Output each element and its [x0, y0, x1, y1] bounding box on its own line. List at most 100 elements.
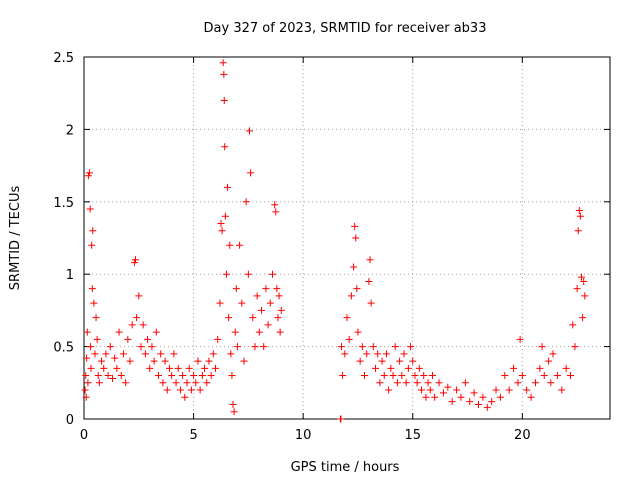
data-point	[225, 314, 233, 322]
data-point	[431, 393, 439, 401]
data-point	[81, 386, 89, 394]
data-point	[228, 372, 236, 380]
data-point	[350, 263, 358, 271]
data-point	[141, 350, 149, 358]
data-point	[415, 364, 423, 372]
data-point	[94, 372, 102, 380]
x-tick-label: 10	[295, 428, 312, 443]
y-tick-label: 0	[66, 413, 74, 428]
y-tick-label: 0.5	[53, 341, 74, 356]
data-point	[527, 393, 535, 401]
data-point	[86, 205, 94, 213]
data-point	[567, 372, 575, 380]
data-point	[341, 350, 349, 358]
y-tick-label: 2.5	[53, 51, 74, 66]
data-point	[196, 386, 204, 394]
data-point	[501, 372, 509, 380]
data-point	[479, 393, 487, 401]
data-point	[547, 379, 555, 387]
data-point	[510, 364, 518, 372]
data-point	[581, 292, 589, 300]
data-point	[488, 398, 496, 406]
y-tick-label: 1	[66, 268, 74, 283]
data-point	[221, 143, 229, 151]
data-point	[492, 386, 500, 394]
data-point	[276, 328, 284, 336]
data-point	[87, 364, 95, 372]
data-point	[391, 343, 399, 351]
data-point	[579, 314, 587, 322]
data-point	[216, 299, 224, 307]
x-tick-label: 20	[514, 428, 531, 443]
data-point	[266, 299, 274, 307]
data-point	[226, 241, 234, 249]
data-point	[404, 364, 412, 372]
data-point	[396, 357, 404, 365]
data-point	[251, 343, 259, 351]
data-point	[174, 364, 182, 372]
data-point	[93, 335, 101, 343]
data-point	[573, 285, 581, 293]
data-point	[212, 364, 219, 372]
y-tick-label: 2	[66, 123, 74, 138]
data-point	[453, 386, 461, 394]
data-point	[505, 386, 513, 394]
data-point	[203, 379, 211, 387]
data-point	[382, 350, 390, 358]
data-point	[159, 379, 167, 387]
data-point	[221, 212, 229, 220]
data-point	[402, 379, 410, 387]
data-point	[389, 372, 397, 380]
data-point	[411, 372, 419, 380]
data-point	[339, 372, 347, 380]
data-point	[111, 354, 119, 362]
data-point	[413, 379, 421, 387]
data-point	[444, 383, 452, 391]
data-point	[249, 314, 257, 322]
data-point	[98, 357, 106, 365]
data-point	[470, 389, 478, 397]
data-point	[176, 386, 184, 394]
data-point	[358, 343, 366, 351]
data-point	[192, 379, 200, 387]
data-point	[183, 379, 191, 387]
data-point	[385, 386, 393, 394]
data-point	[553, 372, 561, 380]
data-point	[187, 386, 195, 394]
data-point	[363, 350, 371, 358]
data-point	[407, 343, 415, 351]
data-point	[198, 372, 206, 380]
data-point	[83, 354, 91, 362]
data-point	[209, 350, 217, 358]
data-point	[374, 350, 382, 358]
data-point	[516, 335, 524, 343]
data-point	[366, 256, 374, 264]
data-point	[424, 379, 432, 387]
data-point	[345, 335, 353, 343]
data-points	[81, 59, 589, 423]
axis-ticks	[83, 56, 610, 420]
data-point	[87, 343, 95, 351]
data-point	[172, 379, 180, 387]
data-point	[219, 59, 227, 67]
data-point	[155, 372, 163, 380]
data-point	[439, 389, 447, 397]
data-point	[275, 292, 283, 300]
data-point	[83, 328, 91, 336]
data-point	[538, 343, 546, 351]
data-point	[268, 270, 276, 278]
data-point	[343, 314, 351, 322]
data-point	[201, 364, 209, 372]
data-point	[104, 372, 112, 380]
data-point	[231, 328, 239, 336]
data-point	[207, 372, 215, 380]
data-point	[148, 343, 156, 351]
data-point	[205, 357, 213, 365]
grid-lines	[84, 57, 610, 419]
data-point	[549, 350, 557, 358]
data-point	[179, 372, 187, 380]
data-point	[233, 343, 241, 351]
data-point	[393, 379, 401, 387]
data-point	[428, 372, 436, 380]
data-point	[190, 372, 198, 380]
